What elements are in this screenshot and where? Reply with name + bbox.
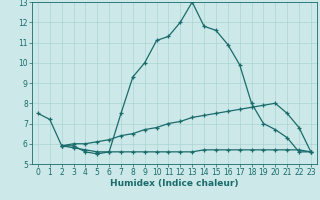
X-axis label: Humidex (Indice chaleur): Humidex (Indice chaleur) bbox=[110, 179, 239, 188]
